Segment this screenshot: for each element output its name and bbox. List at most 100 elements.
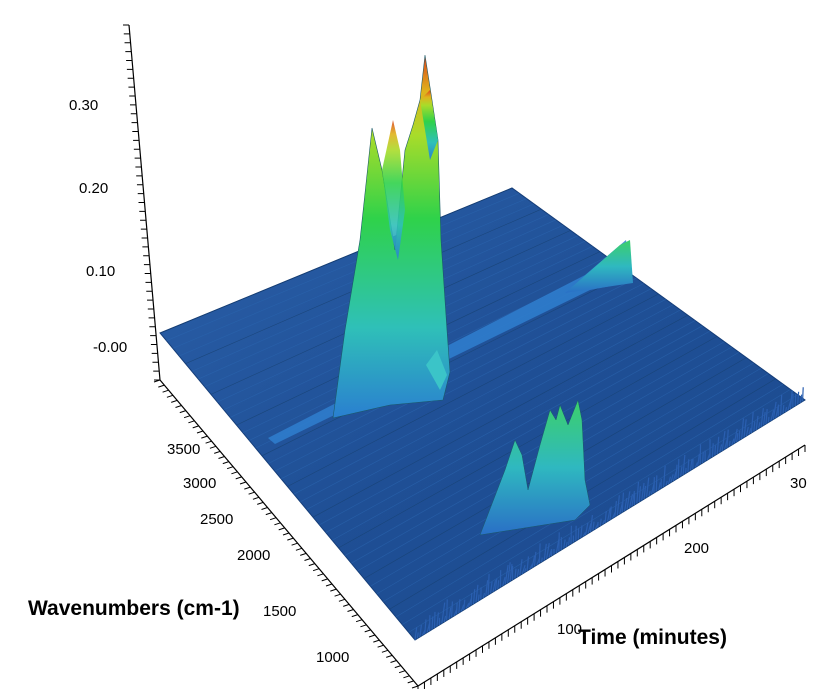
- axis-minor-tick: [334, 593, 341, 597]
- noise-spike: [567, 537, 571, 546]
- axis-minor-tick: [201, 435, 208, 439]
- noise-spike: [458, 599, 461, 614]
- noise-spike: [585, 522, 589, 536]
- axis-minor-tick: [300, 552, 307, 556]
- mesh-line: [312, 314, 688, 518]
- time-axis: 100 200 30 Time (minutes): [417, 444, 807, 689]
- mesh-line: [300, 304, 674, 503]
- noise-spike: [582, 532, 586, 537]
- mesh-line: [159, 187, 513, 334]
- noise-spike: [797, 391, 800, 405]
- axis-minor-tick: [209, 445, 217, 449]
- axis-minor-tick: [394, 665, 401, 669]
- axis-minor-tick: [274, 522, 281, 526]
- noise-spike: [516, 569, 520, 578]
- wavenumber-tick-label: 1500: [263, 603, 296, 620]
- mesh-line: [274, 283, 644, 472]
- noise-spike: [514, 568, 517, 579]
- noise-spike: [716, 436, 720, 455]
- noise-spike: [682, 454, 686, 476]
- noise-spike: [485, 580, 489, 597]
- noise-spike: [748, 427, 752, 435]
- mesh-line: [395, 383, 784, 618]
- noise-spike: [470, 592, 473, 606]
- wavenumber-tick-label: 3000: [183, 475, 216, 492]
- noise-spike: [521, 565, 526, 575]
- surface-floor: [159, 187, 806, 641]
- noise-spike: [477, 594, 480, 602]
- noise-spike: [546, 543, 550, 560]
- axis-minor-tick: [239, 481, 247, 485]
- wavenumber-axis: 3500 3000 2500 2000 1500 1000 Wavenumber…: [28, 379, 419, 689]
- noise-spike: [743, 419, 747, 438]
- noise-spike: [706, 453, 711, 461]
- z-tick-label: 0.30: [69, 97, 98, 114]
- wavenumber-tick-label: 1000: [316, 649, 349, 666]
- axis-minor-tick: [269, 517, 277, 521]
- noise-spike: [645, 477, 650, 498]
- z-tick-label: -0.00: [93, 339, 127, 356]
- noise-spike: [689, 459, 693, 471]
- noise-spike: [519, 559, 523, 576]
- axis-minor-tick: [257, 501, 264, 505]
- noise-spike: [702, 451, 704, 464]
- noise-spike: [643, 485, 647, 500]
- noise-spike: [529, 563, 534, 570]
- noise-spike: [655, 475, 658, 492]
- axis-minor-tick: [261, 507, 268, 510]
- noise-spike: [770, 410, 775, 422]
- noise-spike: [446, 599, 448, 621]
- surface-noise-edge: [414, 387, 804, 641]
- noise-spike: [697, 453, 701, 467]
- noise-spike: [745, 426, 749, 437]
- noise-spike: [787, 400, 792, 411]
- axis-minor-tick: [330, 588, 337, 592]
- noise-spike: [565, 541, 568, 548]
- axis-minor-tick: [222, 461, 229, 465]
- noise-spike: [670, 474, 674, 483]
- axis-minor-tick: [386, 654, 393, 658]
- axis-minor-tick: [214, 450, 221, 454]
- axis-minor-tick: [373, 639, 380, 643]
- noise-spike: [604, 511, 607, 524]
- axis-minor-tick: [407, 680, 414, 684]
- axis-minor-tick: [196, 430, 204, 434]
- time-tick-label: 30: [790, 475, 807, 492]
- z-tick-label: 0.20: [79, 180, 108, 197]
- noise-spike: [463, 599, 466, 611]
- noise-spike: [441, 602, 446, 624]
- noise-spike: [694, 462, 699, 468]
- noise-spike: [672, 471, 677, 482]
- axis-minor-tick: [411, 685, 419, 689]
- axis-minor-tick: [325, 583, 333, 587]
- peak-main: [332, 54, 451, 419]
- noise-spike: [460, 604, 465, 612]
- noise-spike: [587, 523, 592, 534]
- axis-minor-tick: [308, 563, 315, 567]
- mesh-line: [325, 325, 703, 533]
- noise-spike: [465, 602, 470, 609]
- axis-minor-tick: [304, 558, 311, 561]
- noise-spike: [780, 394, 783, 416]
- noise-spike: [589, 515, 594, 533]
- axis-minor-tick: [312, 568, 320, 572]
- noise-spike: [414, 627, 418, 641]
- peak-small-far: [565, 240, 633, 293]
- axis-minor-tick: [188, 420, 195, 424]
- axis-minor-tick: [162, 389, 169, 393]
- noise-spike: [714, 445, 717, 456]
- noise-spike: [592, 521, 595, 531]
- axis-minor-tick: [398, 670, 406, 674]
- noise-spike: [543, 543, 547, 561]
- noise-spike: [455, 602, 458, 615]
- axis-minor-tick: [321, 578, 328, 582]
- noise-spike: [580, 525, 583, 539]
- mesh-line: [166, 193, 520, 341]
- noise-spike: [419, 624, 422, 638]
- axis-minor-tick: [360, 624, 367, 628]
- noise-spike: [753, 421, 756, 432]
- noise-spike: [728, 440, 731, 447]
- noise-spike: [663, 465, 666, 488]
- noise-spike: [497, 580, 500, 590]
